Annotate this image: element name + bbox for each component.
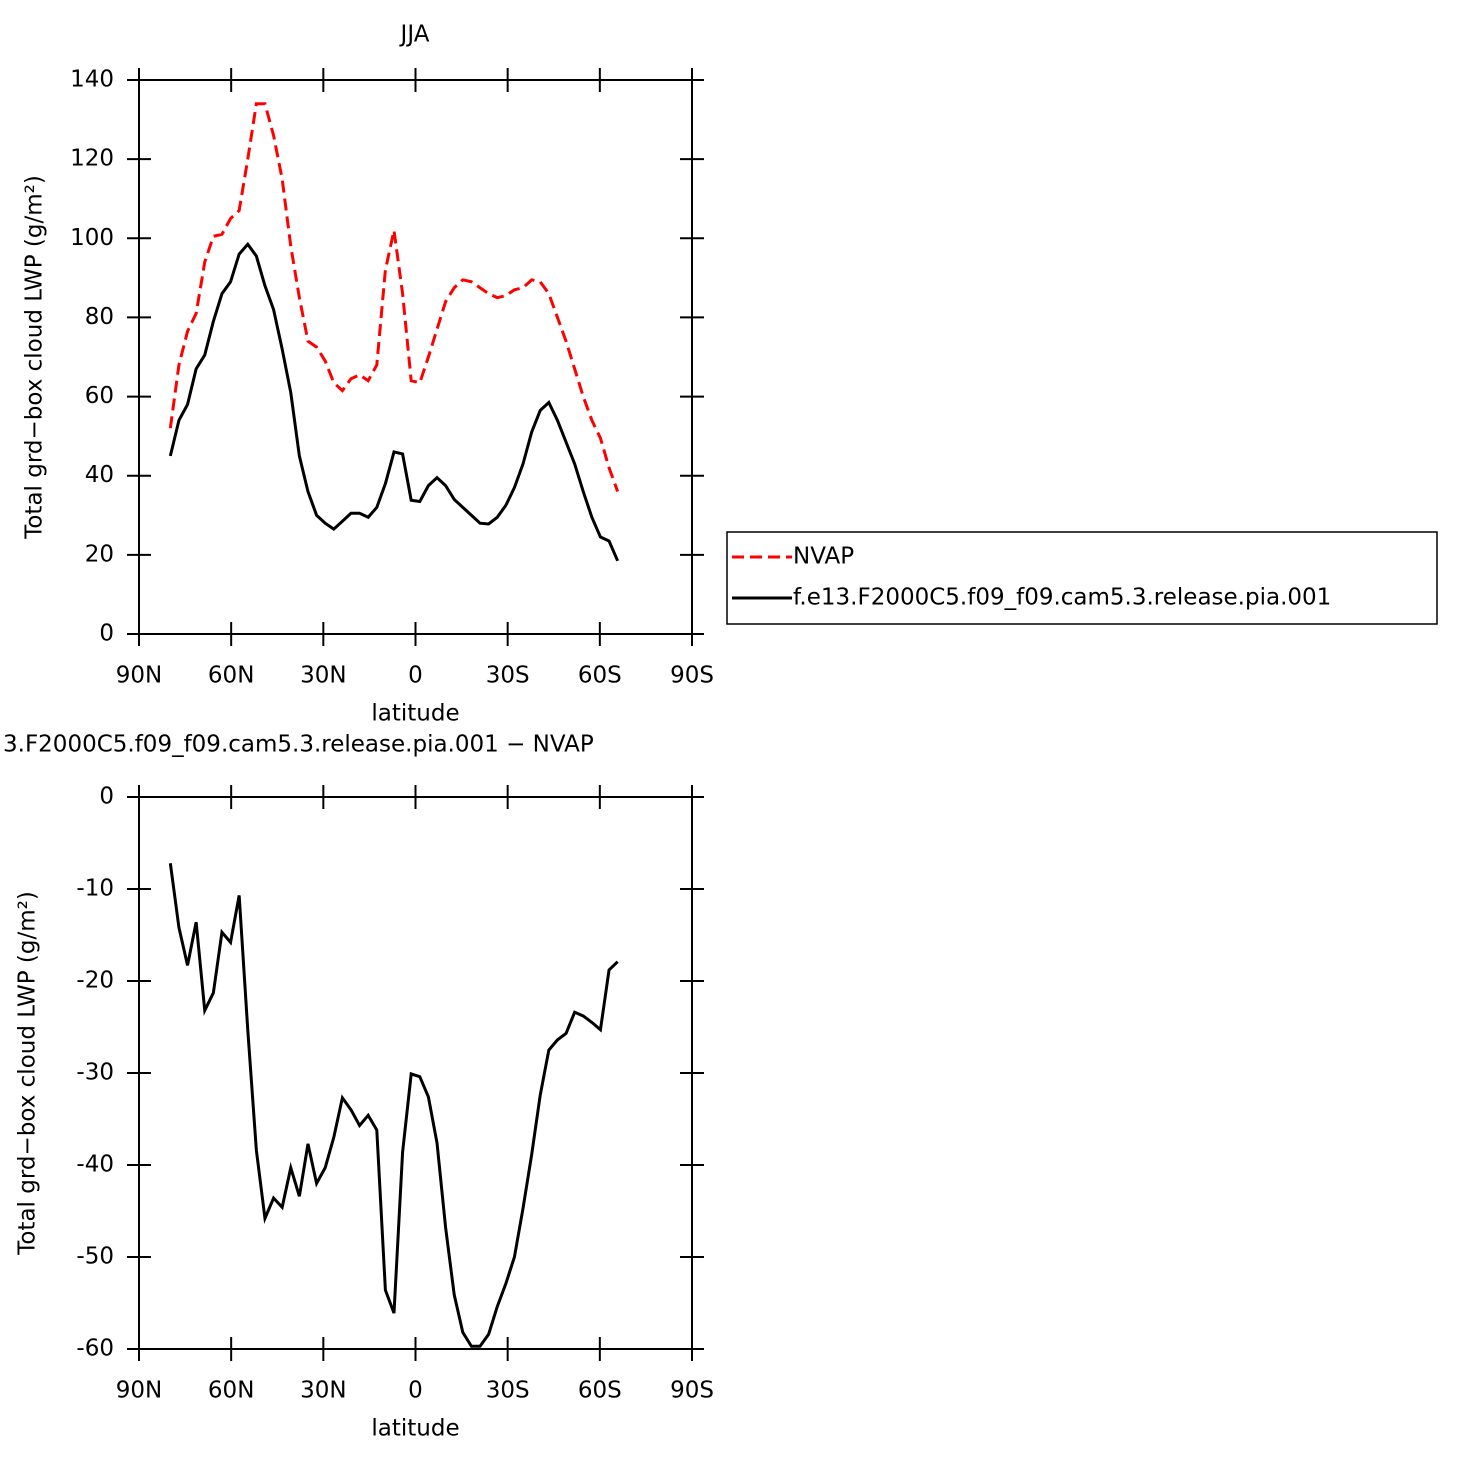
y-tick-label: -30 [76,1060,114,1086]
legend-box [726,531,1438,625]
data-line [168,863,619,1348]
y-axis-label: Total grd−box cloud LWP (g/m²) [22,175,48,540]
x-tick-label: 90S [670,1378,714,1404]
x-axis-label: latitude [371,701,459,727]
y-tick-label: -50 [76,1244,114,1270]
x-tick-label: 0 [408,663,423,689]
y-tick-label: 80 [85,304,114,330]
x-tick-label: 30N [300,1378,346,1404]
x-tick-label: 60N [208,663,254,689]
x-tick-label: 60S [578,1378,622,1404]
x-tick-label: 90S [670,663,714,689]
x-tick-label: 30S [486,1378,530,1404]
chart-title: 3.F2000C5.f09_f09.cam5.3.release.pia.001… [3,732,594,758]
legend-label: NVAP [793,544,854,570]
x-axis-label: latitude [371,1416,459,1442]
y-tick-label: -20 [76,968,114,994]
x-tick-label: 90N [116,1378,162,1404]
y-axis-label: Total grd−box cloud LWP (g/m²) [15,891,41,1256]
legend-label: f.e13.F2000C5.f09_f09.cam5.3.release.pia… [793,585,1331,611]
y-tick-label: 40 [85,462,114,488]
y-tick-label: 60 [85,383,114,409]
x-tick-label: 60N [208,1378,254,1404]
x-tick-label: 0 [408,1378,423,1404]
y-tick-label: -60 [76,1336,114,1362]
y-tick-label: 20 [85,541,114,567]
x-tick-label: 60S [578,663,622,689]
y-tick-label: -40 [76,1152,114,1178]
data-line [168,241,620,562]
y-tick-label: 120 [70,146,114,172]
y-tick-label: 0 [99,784,114,810]
y-tick-label: 100 [70,225,114,251]
plot-frame [138,796,693,1350]
y-tick-label: 140 [70,67,114,93]
y-tick-label: -10 [76,876,114,902]
y-tick-label: 0 [99,621,114,647]
plot-frame [138,79,693,635]
x-tick-label: 30N [300,663,346,689]
data-line [168,102,620,493]
chart-title: JJA [399,22,430,48]
x-tick-label: 30S [486,663,530,689]
x-tick-label: 90N [116,663,162,689]
